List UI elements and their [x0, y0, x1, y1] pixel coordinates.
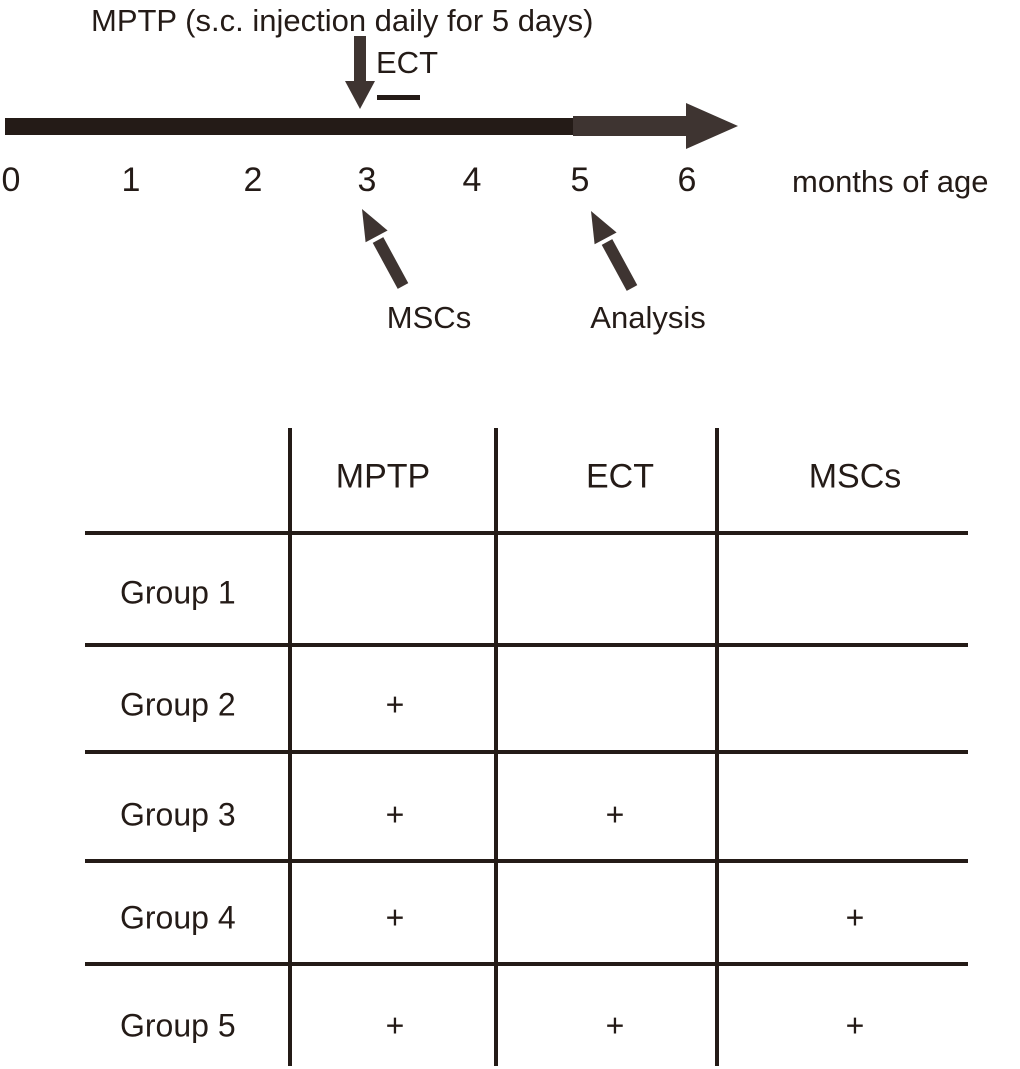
timeline-bar	[5, 118, 574, 135]
month-label-4: 4	[462, 161, 482, 199]
cell-group5-ect: +	[605, 1007, 625, 1044]
table-horizontal-line-4	[85, 859, 968, 863]
column-header-mptp: MPTP	[335, 457, 431, 496]
month-label-1: 1	[121, 161, 141, 199]
timeline-arrowhead-icon	[686, 103, 738, 149]
analysis-arrow-icon	[591, 211, 638, 291]
mscs-label: MSCs	[386, 300, 472, 335]
cell-group5-mscs: +	[845, 1007, 865, 1044]
mptp-injection-title: MPTP (s.c. injection daily for 5 days)	[91, 3, 594, 38]
row-label-group-3: Group 3	[120, 796, 236, 833]
row-label-group-4: Group 4	[120, 899, 236, 936]
month-label-2: 2	[243, 161, 263, 199]
table-horizontal-line-3	[85, 750, 968, 754]
table-vertical-line-2	[494, 428, 498, 1066]
timeline-extension-bar	[573, 116, 686, 136]
month-label-0: 0	[1, 161, 21, 199]
table-horizontal-line-5	[85, 962, 968, 966]
cell-group4-mptp: +	[385, 899, 405, 936]
month-label-5: 5	[570, 161, 590, 199]
cell-group2-mptp: +	[385, 686, 405, 723]
table-horizontal-line-2	[85, 643, 968, 647]
ect-label: ECT	[376, 45, 438, 80]
row-label-group-2: Group 2	[120, 686, 236, 723]
row-label-group-1: Group 1	[120, 574, 236, 611]
mscs-arrow-icon	[362, 209, 409, 289]
analysis-label: Analysis	[590, 300, 706, 335]
column-header-mscs: MSCs	[808, 457, 902, 496]
cell-group4-mscs: +	[845, 899, 865, 936]
ect-duration-mark	[377, 95, 420, 100]
table-vertical-line-3	[715, 428, 719, 1066]
month-label-6: 6	[677, 161, 697, 199]
cell-group3-ect: +	[605, 796, 625, 833]
table-vertical-line-1	[288, 428, 292, 1066]
table-horizontal-line-1	[85, 531, 968, 535]
axis-label: months of age	[792, 164, 989, 199]
row-label-group-5: Group 5	[120, 1007, 236, 1044]
column-header-ect: ECT	[586, 457, 654, 496]
mptp-down-arrow-icon	[345, 36, 375, 109]
cell-group5-mptp: +	[385, 1007, 405, 1044]
month-label-3: 3	[357, 161, 377, 199]
cell-group3-mptp: +	[385, 796, 405, 833]
